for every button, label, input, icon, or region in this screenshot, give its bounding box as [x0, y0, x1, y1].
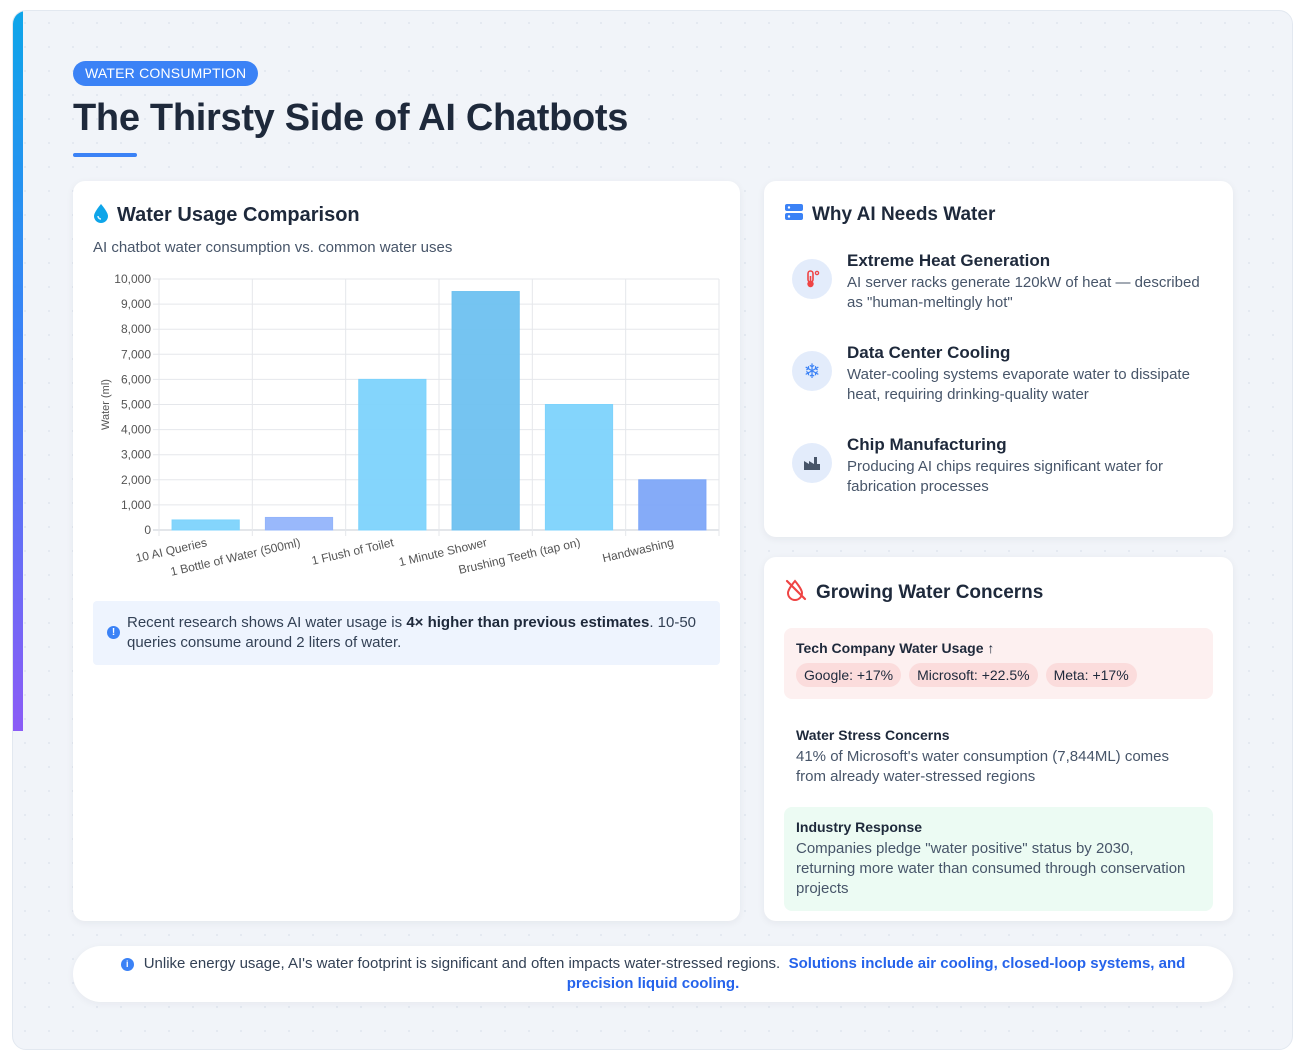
bar — [544, 404, 614, 531]
page-title: The Thirsty Side of AI Chatbots — [73, 97, 629, 139]
x-tick-label: 1 Flush of Toilet — [310, 535, 395, 568]
note-prefix: Recent research shows AI water usage is — [127, 614, 407, 631]
water-stress-title: Water Stress Concerns — [796, 727, 950, 743]
water-drop-icon — [93, 203, 109, 228]
why-item-title: Data Center Cooling — [847, 343, 1011, 362]
research-note-text: Recent research shows AI water usage is … — [107, 613, 706, 653]
y-tick-label: 3,000 — [121, 448, 151, 462]
y-tick-label: 4,000 — [121, 423, 151, 437]
research-note: ! Recent research shows AI water usage i… — [93, 601, 720, 665]
y-tick-label: 6,000 — [121, 372, 151, 386]
y-tick-label: 10,000 — [114, 272, 151, 286]
server-icon — [784, 203, 804, 226]
concerns-header: Growing Water Concerns — [784, 579, 1043, 606]
why-item-desc: Producing AI chips requires significant … — [847, 458, 1163, 495]
y-tick-label: 5,000 — [121, 398, 151, 412]
y-axis-label: Water (ml) — [100, 379, 112, 430]
y-tick-label: 8,000 — [121, 322, 151, 336]
water-usage-chart: 0 1,000 2,000 3,000 4,000 5,000 6,000 7,000 8,00… — [100, 272, 720, 579]
water-usage-card: Water Usage Comparison AI chatbot water … — [73, 181, 740, 921]
bar — [171, 519, 240, 531]
bar — [638, 479, 707, 531]
tech-water-usage-box: Tech Company Water Usage ↑ Google: +17% … — [784, 628, 1213, 699]
concerns-heading: Growing Water Concerns — [816, 581, 1044, 603]
tech-water-usage-title: Tech Company Water Usage ↑ — [796, 640, 995, 656]
water-off-icon — [784, 579, 808, 606]
category-tag: WATER CONSUMPTION — [73, 61, 259, 86]
y-tick-label: 9,000 — [121, 297, 151, 311]
footer-highlight: Solutions include air cooling, closed-lo… — [566, 955, 1186, 992]
why-item-title: Extreme Heat Generation — [847, 251, 1051, 270]
why-heading: Why AI Needs Water — [812, 203, 996, 225]
water-usage-header: Water Usage Comparison — [93, 203, 360, 228]
y-tick-label: 7,000 — [121, 347, 151, 361]
note-bold: 4× higher than previous estimates — [406, 614, 650, 631]
why-item-desc: AI server racks generate 120kW of heat —… — [847, 274, 1200, 311]
thermometer-icon — [792, 259, 832, 299]
bar — [451, 291, 520, 531]
info-icon: i — [120, 958, 134, 971]
footer-banner: i Unlike energy usage, AI's water footpri… — [73, 946, 1233, 1002]
x-tick-label: Handwashing — [601, 535, 675, 565]
page-frame: WATER CONSUMPTION The Thirsty Side of AI… — [12, 10, 1293, 1050]
usage-pills: Google: +17% Microsoft: +22.5% Meta: +17… — [796, 663, 1137, 687]
industry-response-title: Industry Response — [796, 819, 923, 835]
bar — [358, 378, 427, 531]
why-header: Why AI Needs Water — [784, 203, 995, 226]
water-stress-text: 41% of Microsoft's water consumption (7,… — [796, 748, 1170, 785]
y-tick-label: 2,000 — [121, 473, 151, 487]
y-tick-label: 1,000 — [121, 498, 151, 512]
growing-concerns-card: Growing Water Concerns Tech Company Wate… — [764, 557, 1233, 921]
usage-pill-meta: Meta: +17% — [1045, 663, 1137, 687]
industry-response-box: Industry Response Companies pledge "wate… — [784, 807, 1213, 911]
bar — [264, 516, 334, 531]
accent-bar — [13, 11, 23, 731]
info-icon: ! — [107, 626, 120, 639]
water-usage-heading: Water Usage Comparison — [117, 204, 360, 226]
why-item-desc: Water-cooling systems evaporate water to… — [847, 366, 1190, 403]
chart-subtitle: AI chatbot water consumption vs. common … — [93, 239, 453, 256]
y-tick-label: 0 — [144, 523, 151, 537]
why-ai-needs-water-card: Why AI Needs Water Extreme Heat Generati… — [764, 181, 1233, 537]
snowflake-icon: ❄ — [792, 351, 832, 391]
note-suffix: . 10-50 queries consume around 2 liters … — [127, 614, 697, 651]
water-stress-box: Water Stress Concerns 41% of Microsoft's… — [784, 715, 1213, 795]
factory-icon — [792, 443, 832, 483]
usage-pill-microsoft: Microsoft: +22.5% — [909, 663, 1038, 687]
industry-response-text: Companies pledge "water positive" status… — [796, 840, 1186, 897]
why-item-title: Chip Manufacturing — [847, 435, 1007, 454]
footer-text: Unlike energy usage, AI's water footprin… — [143, 955, 781, 972]
usage-pill-google: Google: +17% — [796, 663, 902, 687]
title-underline — [73, 153, 137, 157]
